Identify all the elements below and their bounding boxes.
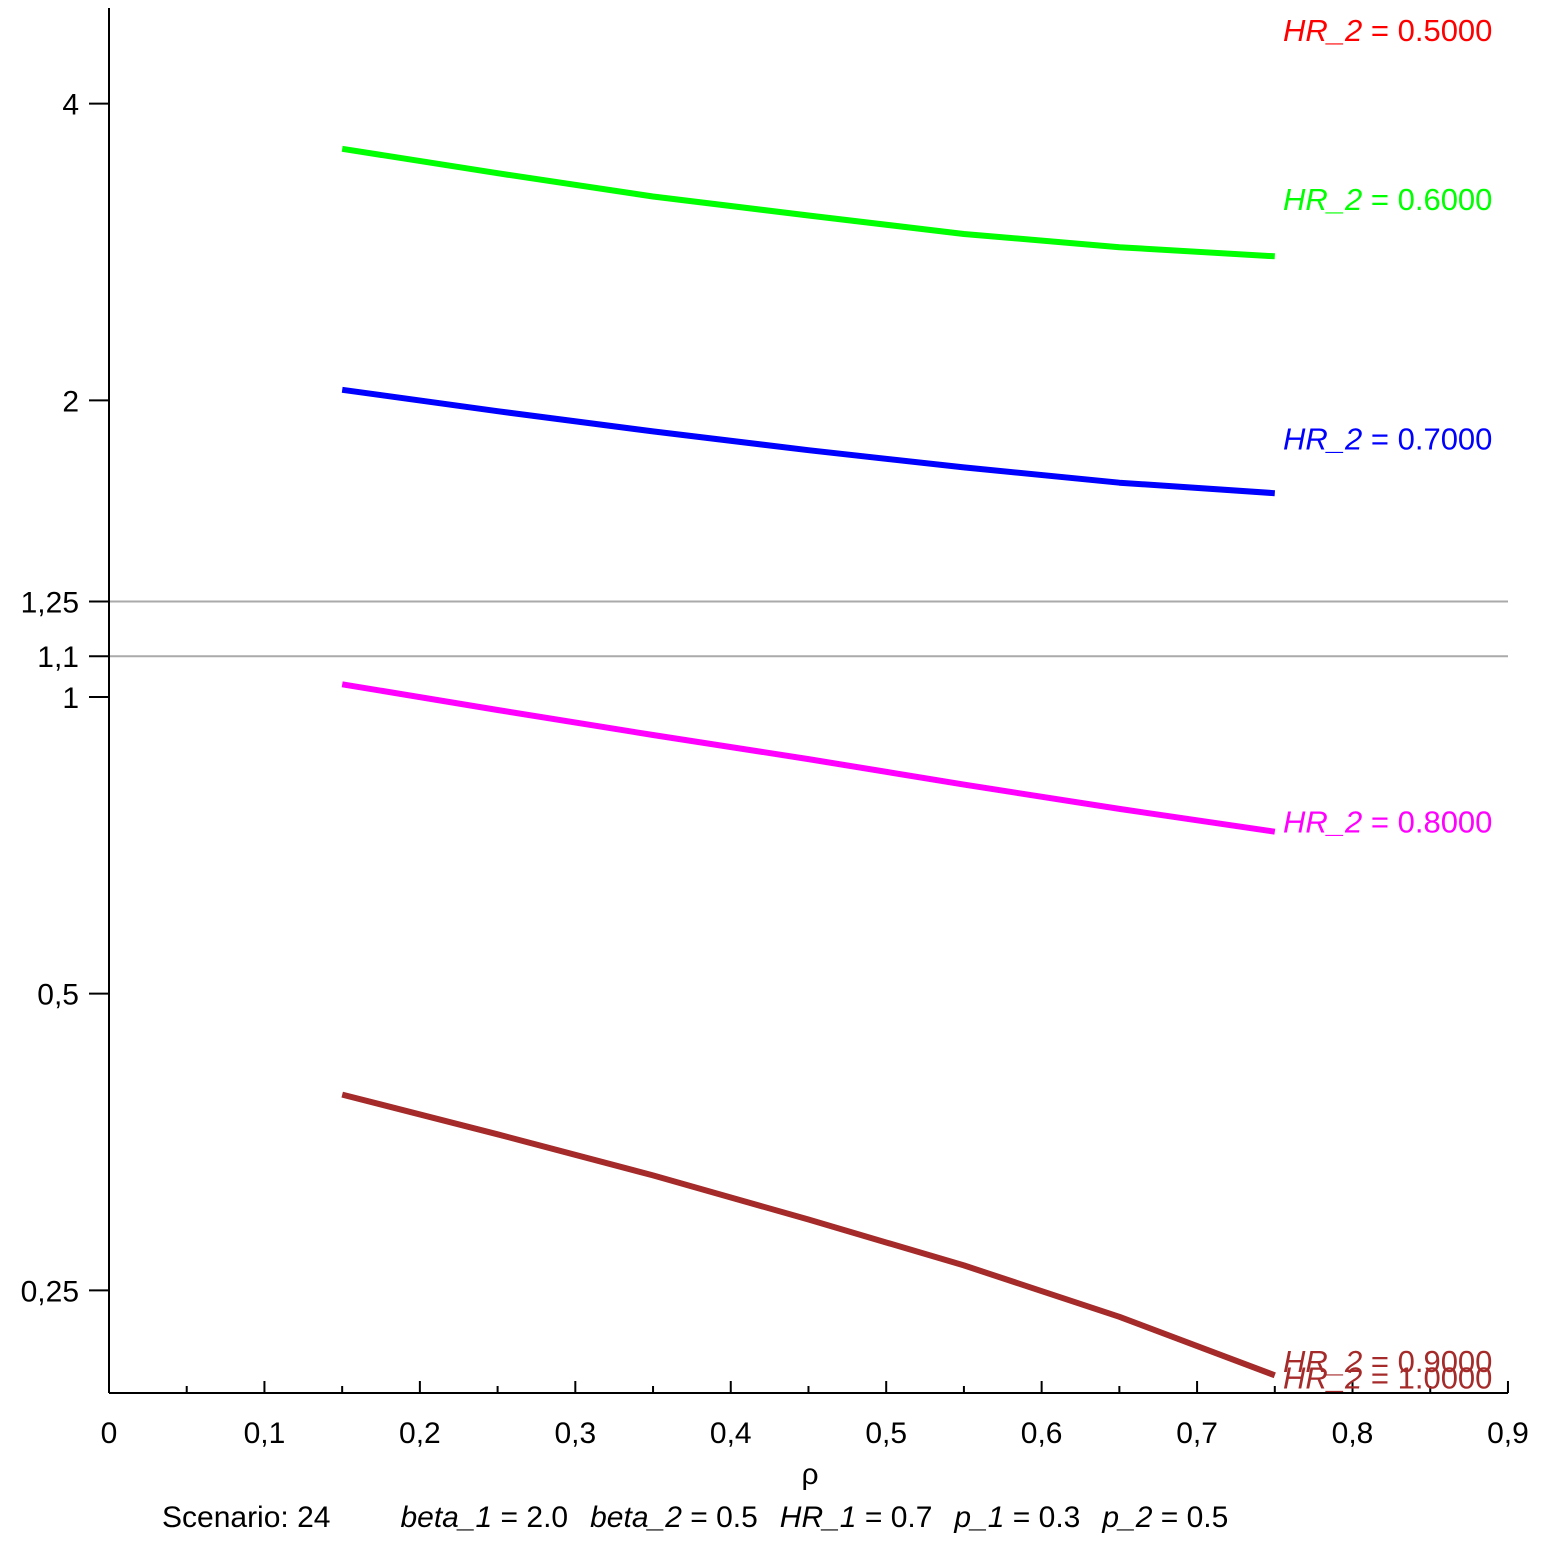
x-tick-label: 0 xyxy=(101,1417,118,1450)
x-tick-label: 0,9 xyxy=(1487,1417,1529,1450)
y-tick-label: 1,1 xyxy=(37,641,79,674)
x-tick-label: 0,7 xyxy=(1176,1417,1218,1450)
x-tick-label: 0,6 xyxy=(1021,1417,1063,1450)
series-line-1 xyxy=(341,145,1275,260)
caption-scenario: Scenario: 24 xyxy=(162,1501,330,1534)
caption-param-name: beta_2 xyxy=(590,1501,682,1534)
series-lines xyxy=(341,145,1276,1379)
series-label-1: HR_2 = 0.6000 xyxy=(1283,182,1492,217)
y-tick-label: 0,5 xyxy=(37,979,79,1012)
series-label-3: HR_2 = 0.8000 xyxy=(1283,804,1492,839)
y-tick-label: 2 xyxy=(62,385,79,418)
x-tick-label: 0,5 xyxy=(865,1417,907,1450)
caption-param-value: = 0.3 xyxy=(1004,1501,1080,1534)
x-tick-label: 0,8 xyxy=(1332,1417,1374,1450)
x-axis-label: ρ xyxy=(801,1458,818,1491)
x-ticks: 0 0,1 0,2 0,3 0,4 0,5 0,6 0,7 0,8 0,9 xyxy=(101,1381,1529,1450)
caption-param-value: = 0.7 xyxy=(857,1501,933,1534)
y-tick-label: 4 xyxy=(62,89,79,122)
series-line-5 xyxy=(341,1091,1276,1379)
series-line-3 xyxy=(341,681,1276,835)
y-ticks: 0,25 0,5 1 1,1 1,25 2 4 xyxy=(21,89,109,1308)
x-tick-label: 0,4 xyxy=(710,1417,752,1450)
caption-param-name: p_2 xyxy=(1101,1501,1152,1534)
caption: Scenario: 24 beta_1 = 2.0 beta_2 = 0.5 HR_1… xyxy=(162,1501,1228,1534)
y-tick-label: 1 xyxy=(62,682,79,715)
reference-lines xyxy=(109,600,1508,658)
caption-param-name: beta_1 xyxy=(400,1501,492,1534)
caption-param-value: = 2.0 xyxy=(492,1501,568,1534)
caption-param-name: p_1 xyxy=(953,1501,1004,1534)
y-tick-label: 0,25 xyxy=(21,1275,79,1308)
series-label-5: HR_2 = 1.0000 xyxy=(1283,1360,1492,1395)
series-line-2 xyxy=(341,386,1276,497)
y-tick-label: 1,25 xyxy=(21,586,79,619)
caption-param-value: = 0.5 xyxy=(682,1501,758,1534)
x-tick-label: 0,1 xyxy=(244,1417,286,1450)
series-label-2: HR_2 = 0.7000 xyxy=(1283,421,1492,456)
series-labels: HR_2 = 0.5000 HR_2 = 0.6000 HR_2 = 0.7000 H… xyxy=(1283,13,1492,1395)
caption-param-name: HR_1 xyxy=(780,1501,857,1534)
series-label-4: HR_2 = 0.9000 xyxy=(1283,1344,1492,1379)
x-tick-label: 0,3 xyxy=(554,1417,596,1450)
x-tick-label: 0,2 xyxy=(399,1417,441,1450)
series-label-0: HR_2 = 0.5000 xyxy=(1283,13,1492,48)
caption-param-value: = 0.5 xyxy=(1152,1501,1228,1534)
